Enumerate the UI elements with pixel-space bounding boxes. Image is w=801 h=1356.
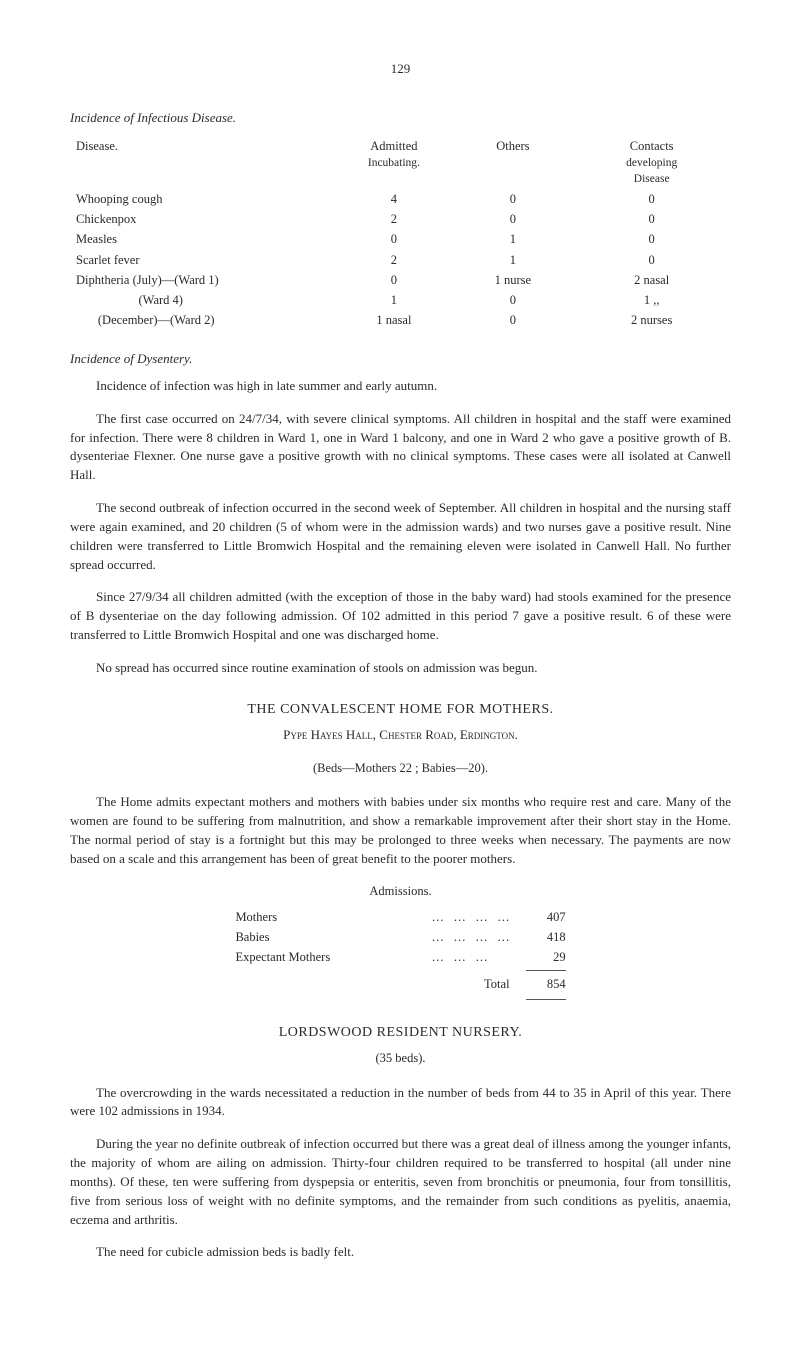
total-rule xyxy=(526,970,566,971)
disease-name: Chickenpox xyxy=(70,209,334,229)
table-row: Mothers … … … … 407 xyxy=(227,907,573,927)
admissions-label: Expectant Mothers xyxy=(227,947,423,967)
paragraph: Incidence of infection was high in late … xyxy=(70,377,731,396)
heading-convalescent: THE CONVALESCENT HOME FOR MOTHERS. xyxy=(70,700,731,720)
disease-name: (December)—(Ward 2) xyxy=(70,310,334,330)
paragraph: The Home admits expectant mothers and mo… xyxy=(70,793,731,868)
admissions-title: Admissions. xyxy=(70,882,731,900)
contacts-val: 2 nasal xyxy=(572,270,731,290)
admitted-val: 2 xyxy=(334,209,453,229)
admissions-table: Mothers … … … … 407 Babies … … … … 418 E… xyxy=(227,907,573,1002)
dots: … … … xyxy=(423,947,517,967)
paragraph: No spread has occurred since routine exa… xyxy=(70,659,731,678)
contacts-val: 0 xyxy=(572,189,731,209)
col-disease-header: Disease. xyxy=(70,136,334,189)
contacts-val: 2 nurses xyxy=(572,310,731,330)
dots: … … … … xyxy=(423,907,517,927)
others-val: 0 xyxy=(453,189,572,209)
admitted-label: Admitted xyxy=(370,139,417,153)
table-row: (Ward 4) 1 0 1 ,, xyxy=(70,290,731,310)
admissions-val: 407 xyxy=(518,907,574,927)
total-rule-below xyxy=(526,999,566,1000)
others-val: 0 xyxy=(453,290,572,310)
total-value: 854 xyxy=(518,974,574,994)
table-row: Scarlet fever 2 1 0 xyxy=(70,250,731,270)
contacts-val: 1 ,, xyxy=(572,290,731,310)
section-title-dysentery: Incidence of Dysentery. xyxy=(70,350,731,369)
table-row-total: Total 854 xyxy=(227,974,573,994)
admitted-val: 0 xyxy=(334,270,453,290)
paragraph: During the year no definite outbreak of … xyxy=(70,1135,731,1229)
others-val: 1 xyxy=(453,229,572,249)
paragraph: The first case occurred on 24/7/34, with… xyxy=(70,410,731,485)
disease-table: Disease. Admitted Incubating. Others Con… xyxy=(70,136,731,330)
col-contacts-header: Contacts developing Disease xyxy=(572,136,731,189)
heading-lordswood: LORDSWOOD RESIDENT NURSERY. xyxy=(70,1023,731,1043)
admitted-val: 4 xyxy=(334,189,453,209)
contacts-sub2: Disease xyxy=(578,171,725,188)
paragraph: The need for cubicle admission beds is b… xyxy=(70,1243,731,1262)
table-row: Chickenpox 2 0 0 xyxy=(70,209,731,229)
table-header-row: Disease. Admitted Incubating. Others Con… xyxy=(70,136,731,189)
admissions-block: Admissions. Mothers … … … … 407 Babies …… xyxy=(70,882,731,1001)
total-label: Total xyxy=(423,974,517,994)
table-row: Diphtheria (July)—(Ward 1) 0 1 nurse 2 n… xyxy=(70,270,731,290)
page-number: 129 xyxy=(70,60,731,79)
admissions-label: Babies xyxy=(227,927,423,947)
section-title-infectious: Incidence of Infectious Disease. xyxy=(70,109,731,128)
table-row: (December)—(Ward 2) 1 nasal 0 2 nurses xyxy=(70,310,731,330)
table-row: Babies … … … … 418 xyxy=(227,927,573,947)
table-row: Expectant Mothers … … … 29 xyxy=(227,947,573,967)
others-val: 0 xyxy=(453,310,572,330)
paragraph: The second outbreak of infection occurre… xyxy=(70,499,731,574)
disease-name: Whooping cough xyxy=(70,189,334,209)
admitted-val: 1 nasal xyxy=(334,310,453,330)
disease-name: Measles xyxy=(70,229,334,249)
disease-table-wrap: Disease. Admitted Incubating. Others Con… xyxy=(70,136,731,330)
disease-name: Scarlet fever xyxy=(70,250,334,270)
admissions-label: Mothers xyxy=(227,907,423,927)
paragraph: The overcrowding in the wards necessitat… xyxy=(70,1084,731,1122)
others-val: 1 nurse xyxy=(453,270,572,290)
others-val: 1 xyxy=(453,250,572,270)
others-val: 0 xyxy=(453,209,572,229)
admitted-val: 0 xyxy=(334,229,453,249)
contacts-val: 0 xyxy=(572,209,731,229)
admitted-val: 2 xyxy=(334,250,453,270)
contacts-val: 0 xyxy=(572,250,731,270)
table-row: Measles 0 1 0 xyxy=(70,229,731,249)
col-admitted-header: Admitted Incubating. xyxy=(334,136,453,189)
col-others-header: Others xyxy=(453,136,572,189)
disease-name: (Ward 4) xyxy=(70,290,334,310)
admissions-val: 418 xyxy=(518,927,574,947)
admitted-val: 1 xyxy=(334,290,453,310)
disease-name: Diphtheria (July)—(Ward 1) xyxy=(70,270,334,290)
table-row xyxy=(227,994,573,1001)
table-row: Whooping cough 4 0 0 xyxy=(70,189,731,209)
admissions-val: 29 xyxy=(518,947,574,967)
dots: … … … … xyxy=(423,927,517,947)
beds-line-lordswood: (35 beds). xyxy=(70,1049,731,1067)
admitted-sublabel: Incubating. xyxy=(340,155,447,172)
beds-line: (Beds—Mothers 22 ; Babies—20). xyxy=(70,759,731,777)
subheading-pype-hayes: Pype Hayes Hall, Chester Road, Erdington… xyxy=(70,726,731,745)
contacts-val: 0 xyxy=(572,229,731,249)
paragraph: Since 27/9/34 all children admitted (wit… xyxy=(70,588,731,645)
contacts-sub1: developing xyxy=(578,155,725,172)
table-row xyxy=(227,967,573,974)
contacts-label: Contacts xyxy=(630,139,674,153)
